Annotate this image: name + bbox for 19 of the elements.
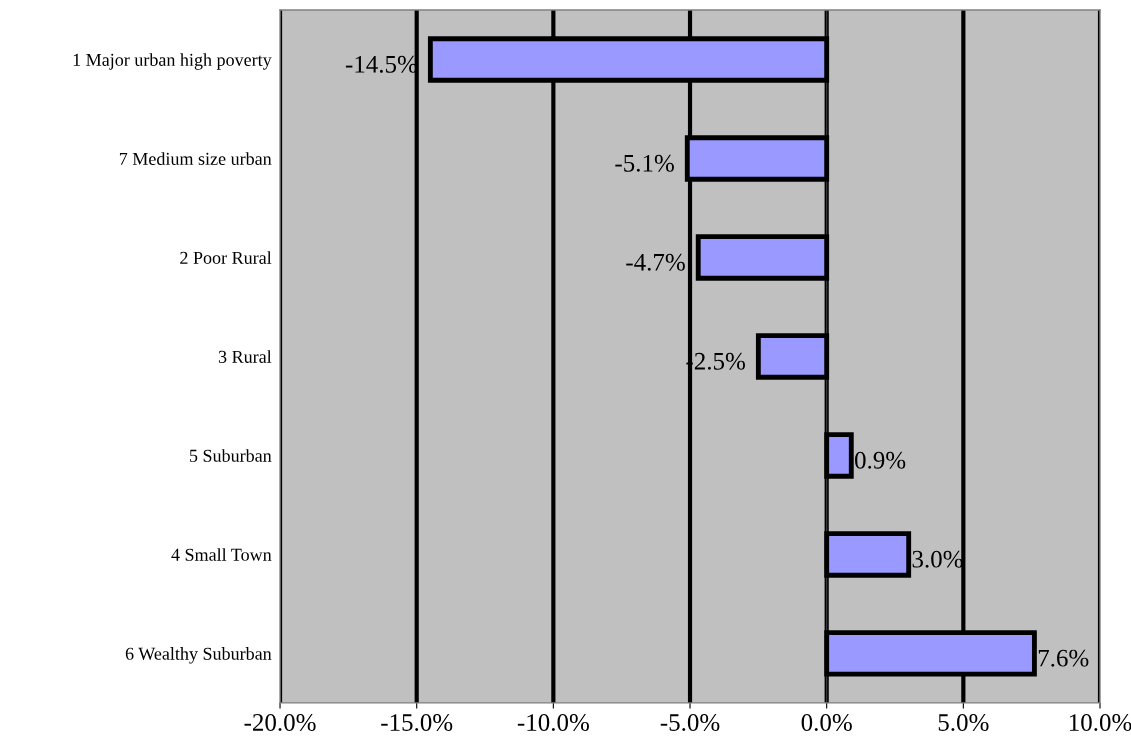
data-label: 0.9% [855, 451, 906, 469]
y-tick-label: 4 Small Town [171, 548, 272, 561]
x-tick-label: -20.0% [244, 714, 316, 731]
data-label: -14.5% [345, 55, 418, 73]
y-tick-label: 1 Major urban high poverty [73, 53, 272, 70]
y-tick-label: 2 Poor Rural [180, 251, 272, 264]
y-tick-label: 6 Wealthy Suburban [125, 647, 272, 664]
y-tick-label: 3 Rural [218, 350, 272, 363]
data-label: -4.7% [626, 253, 685, 271]
x-tick-label: 10.0% [1069, 714, 1131, 731]
data-label: 7.6% [1038, 649, 1089, 667]
x-tick-label: 0.0% [801, 714, 852, 731]
y-tick-label: 7 Medium size urban [119, 152, 272, 165]
x-tick-label: -5.0% [660, 714, 720, 731]
data-label: -5.1% [615, 154, 674, 172]
x-tick-label: -10.0% [517, 714, 589, 731]
x-tick-label: 5.0% [938, 714, 989, 731]
x-tick-label: -15.0% [381, 714, 453, 731]
y-tick-label: 5 Suburban [190, 449, 272, 462]
